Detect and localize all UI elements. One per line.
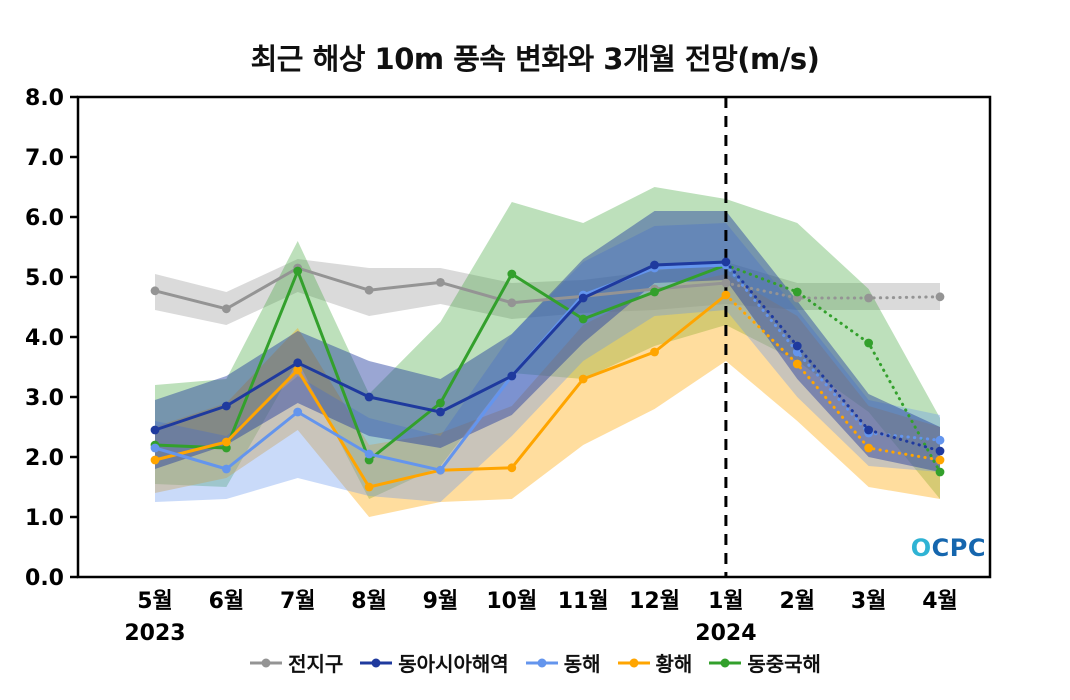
legend-label: 동아시아해역	[398, 652, 509, 676]
series-marker	[364, 285, 374, 295]
series-marker	[293, 358, 303, 368]
series-marker	[293, 266, 303, 276]
series-marker	[792, 341, 802, 351]
x-tick-label: 5월	[137, 589, 173, 614]
series-marker	[792, 359, 802, 369]
y-tick-label: 0.0	[25, 566, 64, 591]
series-band	[155, 187, 940, 499]
series-marker	[721, 257, 731, 267]
series-marker	[578, 314, 588, 324]
legend-dot	[371, 658, 381, 667]
series-marker	[935, 446, 945, 456]
legend: 전지구 동아시아해역 동해 황해 동중국해	[0, 648, 1070, 677]
legend-dot	[720, 658, 730, 667]
year-label: 2023	[124, 621, 185, 645]
y-tick-label: 4.0	[25, 326, 64, 351]
series-marker	[364, 482, 374, 492]
series-line-forecast	[724, 293, 942, 462]
series-band	[155, 259, 940, 325]
legend-marker-icon	[525, 658, 558, 667]
series-marker	[507, 463, 517, 473]
legend-label: 전지구	[288, 652, 344, 676]
series-band	[155, 223, 940, 502]
series-marker	[935, 467, 945, 477]
legend-item-0: 전지구	[249, 648, 343, 677]
series-marker	[650, 347, 659, 357]
series-marker	[650, 287, 659, 297]
series-marker	[436, 407, 445, 417]
y-tick-label: 3.0	[25, 386, 64, 411]
x-tick-label: 4월	[922, 589, 958, 614]
legend-item-2: 동해	[525, 648, 601, 677]
legend-item-3: 황해	[617, 648, 693, 677]
x-tick-label: 3월	[851, 589, 887, 614]
y-tick-label: 6.0	[25, 206, 64, 231]
series-marker	[578, 374, 588, 384]
series-marker	[364, 392, 374, 402]
series-band	[155, 211, 940, 472]
series-marker	[150, 286, 160, 296]
legend-marker-icon	[709, 658, 742, 667]
x-tick-label: 2월	[779, 589, 815, 614]
x-tick-label: 9월	[423, 589, 459, 614]
series-marker	[293, 407, 303, 417]
x-tick-label: 12월	[629, 589, 680, 614]
series-marker	[721, 278, 731, 288]
series-marker	[935, 292, 945, 302]
legend-marker-icon	[360, 658, 393, 667]
series-marker	[864, 338, 874, 348]
series-marker	[935, 455, 945, 465]
x-tick-label: 10월	[486, 589, 537, 614]
series-marker	[507, 269, 517, 279]
series-marker	[221, 304, 231, 314]
series-marker	[650, 260, 659, 270]
legend-item-4: 동중국해	[708, 648, 821, 677]
series-marker	[792, 287, 802, 297]
y-tick-label: 5.0	[25, 266, 64, 291]
series-marker	[150, 443, 160, 453]
x-tick-label: 6월	[209, 589, 245, 614]
y-tick-label: 8.0	[25, 86, 64, 111]
series-marker	[150, 455, 160, 465]
ocpc-logo: OCPC	[910, 534, 986, 562]
series-marker	[578, 293, 588, 303]
legend-dot	[261, 658, 271, 667]
legend-dot	[629, 658, 638, 667]
x-tick-label: 11월	[558, 589, 609, 614]
y-tick-label: 7.0	[25, 146, 64, 171]
x-tick-label: 7월	[280, 589, 316, 614]
series-marker	[436, 398, 445, 408]
legend-label: 동중국해	[747, 652, 821, 676]
legend-item-1: 동아시아해역	[359, 648, 509, 677]
x-tick-label: 8월	[351, 589, 387, 614]
series-marker	[864, 425, 874, 435]
plot-area: 0.0 1.0 2.0 3.0 4.0 5.0 6.0 7.0 8.0 5월 6월 7월 8월 9월 10월…	[25, 86, 992, 645]
chart-title: 최근 해상 10m 풍속 변화와 3개월 전망(m/s)	[250, 42, 820, 76]
series-marker	[864, 293, 874, 303]
series-marker	[150, 425, 160, 435]
legend-marker-icon	[250, 658, 283, 667]
series-marker	[293, 365, 303, 375]
y-tick-label: 2.0	[25, 446, 64, 471]
series-marker	[935, 435, 945, 445]
series-marker	[864, 443, 874, 453]
legend-label: 황해	[655, 652, 693, 676]
series-marker	[221, 437, 231, 447]
series-marker	[721, 290, 731, 300]
series-marker	[221, 401, 231, 411]
series-marker	[507, 298, 517, 308]
legend-marker-icon	[617, 658, 650, 667]
series-marker	[507, 371, 517, 381]
series-line-forecast	[724, 263, 942, 474]
series-marker	[436, 278, 445, 287]
series-marker	[221, 464, 231, 474]
year-label: 2024	[695, 621, 756, 645]
series-marker	[364, 449, 374, 459]
legend-dot	[537, 658, 547, 667]
y-tick-label: 1.0	[25, 506, 64, 531]
series-marker	[436, 465, 445, 475]
legend-label: 동해	[563, 652, 601, 676]
x-tick-label: 1월	[708, 589, 744, 614]
